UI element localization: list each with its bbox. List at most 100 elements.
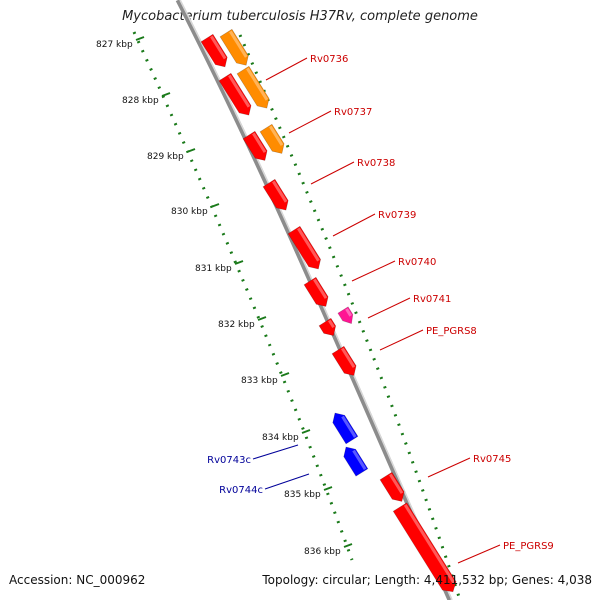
gene-label[interactable]: Rv0740 bbox=[398, 257, 436, 268]
label-leader-line bbox=[367, 297, 411, 319]
gene-arrow[interactable] bbox=[329, 409, 359, 445]
gene-body bbox=[259, 123, 285, 154]
gene-arrow[interactable] bbox=[262, 178, 292, 214]
gene-body bbox=[219, 28, 249, 66]
scale-tick-mark bbox=[343, 543, 353, 548]
scale-tick-mark bbox=[186, 148, 196, 153]
gene-label[interactable]: PE_PGRS8 bbox=[426, 326, 477, 337]
scale-tick-label: 834 kbp bbox=[262, 433, 299, 443]
genome-backbone-highlight bbox=[179, 0, 453, 600]
gene-label[interactable]: Rv0738 bbox=[357, 158, 395, 169]
gene-shine bbox=[229, 30, 248, 58]
accession-text: Accession: NC_000962 bbox=[9, 573, 146, 587]
gene-arrow[interactable] bbox=[287, 225, 324, 272]
scale-tick-label: 835 kbp bbox=[284, 490, 321, 500]
gene-shine bbox=[403, 504, 456, 584]
scale-ticks: 827 kbp 828 kbp 829 kbp 830 kbp 831 kbp 832 k… bbox=[96, 36, 353, 557]
gene-body bbox=[392, 502, 457, 593]
label-leader-line bbox=[457, 544, 501, 564]
gene-arrow[interactable] bbox=[219, 28, 252, 69]
gene-body bbox=[332, 412, 359, 445]
gene-label[interactable]: Rv0741 bbox=[413, 294, 451, 305]
gene-arrow[interactable] bbox=[379, 471, 408, 505]
genome-backbone bbox=[175, 0, 453, 600]
gene-shine bbox=[341, 347, 356, 368]
gene-shine bbox=[389, 473, 404, 494]
gene-arrow[interactable] bbox=[337, 306, 357, 327]
scale-tick-mark bbox=[280, 372, 290, 377]
gene-arrow[interactable] bbox=[340, 443, 369, 477]
gene-body bbox=[287, 225, 321, 270]
genes bbox=[200, 28, 460, 596]
gene-body bbox=[200, 33, 228, 68]
gene-label[interactable]: Rv0744c bbox=[219, 485, 263, 496]
scale-tick-label: 831 kbp bbox=[195, 264, 232, 274]
scale-tick-mark bbox=[210, 203, 220, 208]
gene-label[interactable]: Rv0736 bbox=[310, 54, 348, 65]
label-leader-line bbox=[351, 260, 396, 282]
label-leader-line bbox=[264, 473, 310, 490]
gene-shine bbox=[210, 35, 227, 60]
scale-tick-label: 827 kbp bbox=[96, 40, 133, 50]
gene-arrow[interactable] bbox=[242, 130, 271, 164]
label-leader-line bbox=[265, 57, 308, 81]
scale-tick-label: 830 kbp bbox=[171, 207, 208, 217]
gene-labels: Rv0736 Rv0737 Rv0738 Rv0739 Rv0740 Rv0741 PE_P… bbox=[207, 54, 554, 564]
gene-arrow[interactable] bbox=[218, 72, 255, 119]
gene-label[interactable]: Rv0737 bbox=[334, 107, 372, 118]
gene-shine bbox=[313, 278, 328, 299]
gene-shine bbox=[352, 449, 367, 471]
gene-arrow[interactable] bbox=[200, 33, 231, 70]
gene-shine bbox=[269, 125, 284, 146]
gene-shine bbox=[228, 74, 251, 108]
scale-tick-mark bbox=[161, 92, 171, 97]
label-leader-line bbox=[252, 444, 299, 460]
gene-label[interactable]: Rv0743c bbox=[207, 455, 251, 466]
scale-tick-mark bbox=[234, 260, 244, 265]
label-leader-line bbox=[310, 161, 355, 185]
gene-body bbox=[236, 65, 270, 109]
gene-shine bbox=[297, 227, 320, 262]
scale-tick-mark bbox=[135, 36, 145, 41]
gene-arrow[interactable] bbox=[236, 65, 273, 112]
gene-shine bbox=[246, 67, 269, 101]
gene-label[interactable]: PE_PGRS9 bbox=[503, 541, 554, 552]
gene-body bbox=[318, 317, 337, 336]
label-leader-line bbox=[288, 110, 332, 134]
gene-body bbox=[343, 446, 369, 477]
gene-shine bbox=[252, 132, 267, 153]
topology-text: Topology: circular; Length: 4,411,532 bp… bbox=[262, 573, 592, 587]
gene-body bbox=[331, 345, 357, 376]
scale-tick-label: 833 kbp bbox=[241, 376, 278, 386]
gene-arrow[interactable] bbox=[392, 502, 460, 596]
scale-tick-label: 832 kbp bbox=[218, 320, 255, 330]
gene-body bbox=[303, 276, 329, 307]
scale-tick-mark bbox=[257, 316, 267, 321]
gene-label[interactable]: Rv0745 bbox=[473, 454, 511, 465]
gene-body bbox=[337, 306, 354, 324]
gene-body bbox=[379, 471, 405, 502]
scale-tick-mark bbox=[323, 486, 333, 491]
gene-shine bbox=[345, 308, 353, 317]
gene-arrow[interactable] bbox=[259, 123, 288, 157]
scale-tick-mark bbox=[301, 429, 311, 434]
label-leader-line bbox=[379, 329, 424, 351]
label-leader-line bbox=[427, 457, 471, 478]
gene-label[interactable]: Rv0739 bbox=[378, 210, 416, 221]
tick-track-right bbox=[238, 34, 462, 600]
gene-arrow[interactable] bbox=[303, 276, 332, 310]
label-leader-line bbox=[332, 213, 376, 237]
gene-arrow[interactable] bbox=[331, 345, 360, 379]
gene-body bbox=[262, 178, 289, 211]
gene-shine bbox=[272, 180, 288, 203]
gene-arrow[interactable] bbox=[318, 317, 339, 339]
gene-shine bbox=[341, 415, 357, 438]
scale-tick-label: 836 kbp bbox=[304, 547, 341, 557]
gene-body bbox=[242, 130, 268, 161]
gene-shine bbox=[328, 319, 335, 329]
scale-tick-label: 828 kbp bbox=[122, 96, 159, 106]
gene-body bbox=[218, 72, 252, 116]
map-title: Mycobacterium tuberculosis H37Rv, comple… bbox=[122, 9, 478, 24]
scale-tick-label: 829 kbp bbox=[147, 152, 184, 162]
